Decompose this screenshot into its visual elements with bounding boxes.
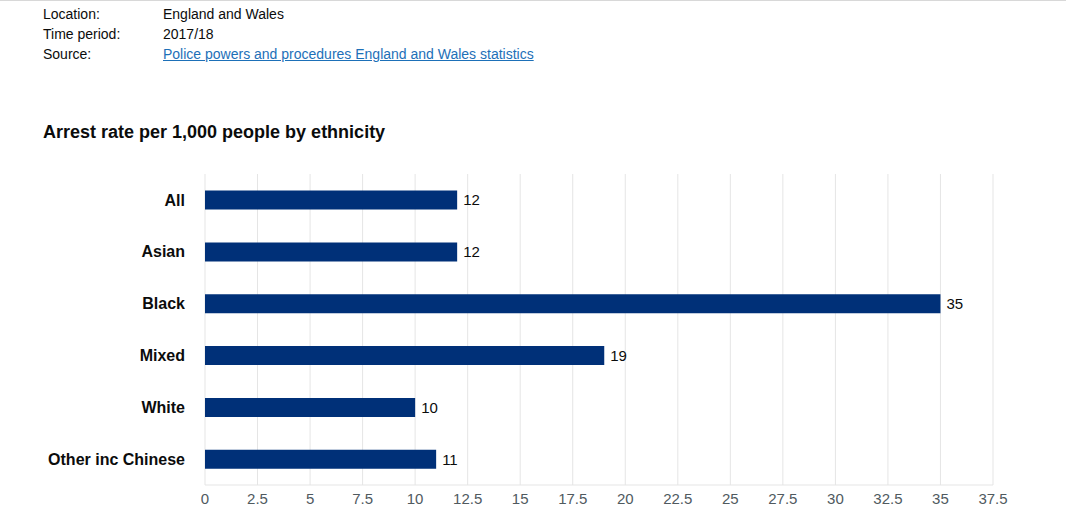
svg-text:25: 25 bbox=[722, 490, 739, 507]
svg-text:10: 10 bbox=[407, 490, 424, 507]
svg-text:17.5: 17.5 bbox=[558, 490, 587, 507]
html-text:Time period:: Time period: bbox=[43, 26, 121, 42]
svg-text:Other inc Chinese: Other inc Chinese bbox=[48, 451, 185, 468]
svg-text:35: 35 bbox=[932, 490, 949, 507]
svg-text:Asian: Asian bbox=[141, 243, 185, 260]
svg-text:White: White bbox=[141, 399, 185, 416]
svg-text:All: All bbox=[165, 192, 185, 209]
svg-text:32.5: 32.5 bbox=[873, 490, 902, 507]
html-text:England and Wales: England and Wales bbox=[163, 6, 284, 22]
svg-text:37.5: 37.5 bbox=[978, 490, 1007, 507]
svg-text:19: 19 bbox=[610, 347, 627, 364]
svg-text:15: 15 bbox=[512, 490, 529, 507]
html-text:Source:: Source: bbox=[43, 46, 92, 62]
html-text:Location:: Location: bbox=[43, 6, 100, 22]
svg-text:7.5: 7.5 bbox=[352, 490, 373, 507]
svg-text:35: 35 bbox=[946, 295, 963, 312]
svg-text:Black: Black bbox=[142, 295, 185, 312]
svg-text:Mixed: Mixed bbox=[140, 347, 185, 364]
svg-text:12.5: 12.5 bbox=[453, 490, 482, 507]
svg-text:11: 11 bbox=[442, 451, 458, 468]
svg-text:12: 12 bbox=[463, 243, 480, 260]
svg-text:0: 0 bbox=[201, 490, 209, 507]
svg-text:22.5: 22.5 bbox=[663, 490, 692, 507]
html-text:Police powers and procedures E: Police powers and procedures England and… bbox=[163, 46, 534, 62]
svg-text:10: 10 bbox=[421, 399, 438, 416]
html-text:Arrest rate per 1,000 people b: Arrest rate per 1,000 people by ethnicit… bbox=[43, 122, 386, 142]
svg-text:30: 30 bbox=[827, 490, 844, 507]
svg-text:27.5: 27.5 bbox=[768, 490, 797, 507]
html-text:2017/18: 2017/18 bbox=[163, 26, 214, 42]
svg-text:2.5: 2.5 bbox=[247, 490, 268, 507]
svg-text:5: 5 bbox=[306, 490, 314, 507]
svg-text:20: 20 bbox=[617, 490, 634, 507]
svg-text:12: 12 bbox=[463, 191, 480, 208]
